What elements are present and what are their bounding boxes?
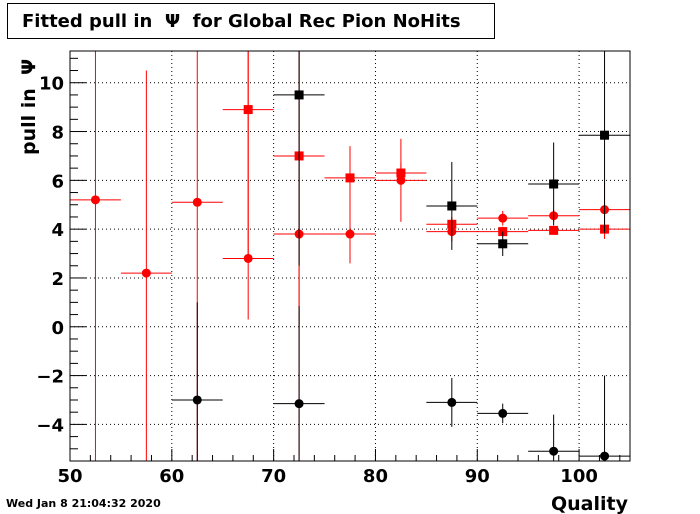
data-point-circle [498,408,508,418]
y-tick-label: 2 [51,269,64,290]
data-point-circle [294,399,304,409]
data-point-circle [345,229,355,239]
x-tick-label: 50 [57,466,82,487]
axis-ticks [69,57,621,461]
data-point-square [294,90,304,100]
y-tick-label: 10 [39,74,64,95]
series-group [222,51,630,327]
data-point-circle [192,395,202,405]
data-point-square [549,225,559,235]
data-point-circle [447,397,457,407]
y-tick-label: 4 [51,220,64,241]
y-tick-label: −2 [36,367,64,388]
series-group [171,302,630,461]
y-tick-label: −4 [36,415,64,436]
data-point-square [447,201,457,211]
x-axis-label: Quality [551,493,629,514]
y-tick-label: 6 [51,171,64,192]
data-point-square [243,105,253,115]
data-point-square [345,173,355,183]
data-point-circle [600,451,610,461]
timestamp: Wed Jan 8 21:04:32 2020 [6,497,161,510]
data-point-square [549,179,559,189]
series-group [273,51,630,266]
data-point-circle [549,446,559,456]
data-point-square [396,168,406,178]
data-point-square [498,239,508,249]
data-point-circle [141,268,151,278]
tick-labels: 50 60 70 80 90 100 −4 −2 0 2 4 6 8 10 [36,74,597,487]
plot-frame [69,50,631,462]
data-point-circle [192,197,202,207]
x-tick-label: 80 [363,466,388,487]
x-tick-label: 90 [465,466,490,487]
data-point-circle [90,195,100,205]
y-tick-label: 8 [51,123,64,144]
data-point-circle [498,213,508,223]
series-group [70,51,630,461]
y-axis-label: pull in Ψ [18,59,40,155]
data-point-square [600,130,610,140]
x-tick-label: 60 [159,466,184,487]
chart-title: Fitted pull in Ψ for Global Rec Pion NoH… [7,3,495,39]
x-tick-label: 70 [261,466,286,487]
data-point-circle [243,253,253,263]
data-points [70,51,630,461]
y-tick-label: 0 [51,318,64,339]
x-tick-label: 100 [560,466,598,487]
